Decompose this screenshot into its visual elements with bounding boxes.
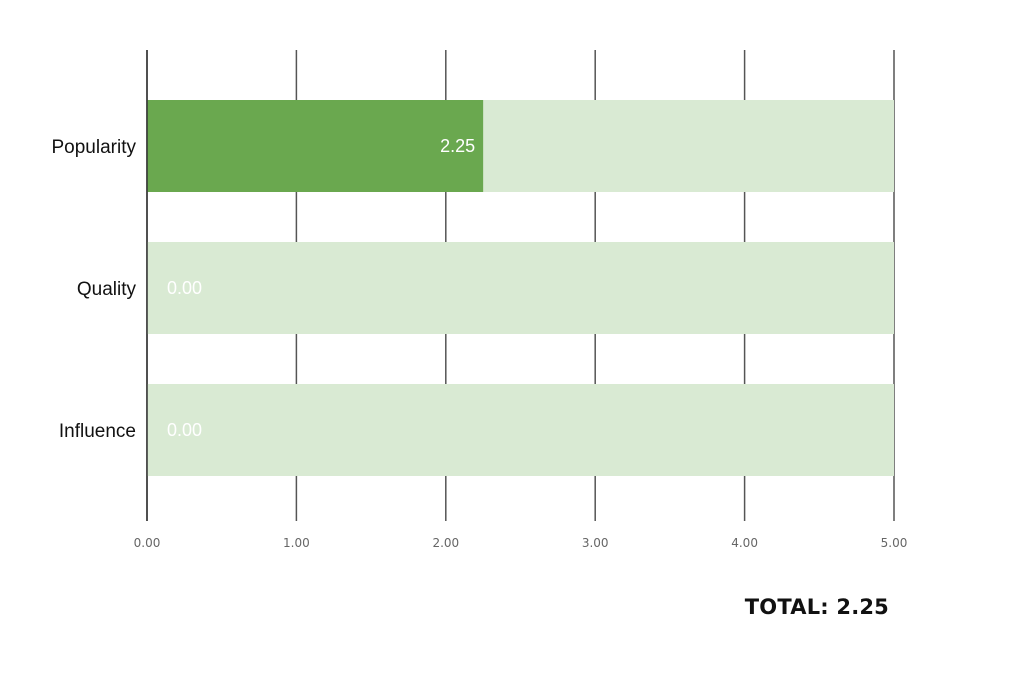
labels: 0.00 1.00 2.00 3.00 4.00 5.00 Popularity 2.25 Qu… [52,50,908,550]
bars [147,100,894,476]
bar-track [147,384,894,476]
bar-value-label: 0.00 [167,278,202,298]
x-tick-label: 5.00 [881,536,908,550]
bar-track [147,242,894,334]
category-label: Influence [59,421,136,442]
bar-value-label: 0.00 [167,420,202,440]
x-tick-label: 0.00 [134,536,161,550]
x-tick-label: 4.00 [731,536,758,550]
x-tick-label: 1.00 [283,536,310,550]
category-label: Quality [77,279,137,300]
x-tick-label: 3.00 [582,536,609,550]
total-score: TOTAL: 2.25 [744,595,889,619]
category-label: Popularity [52,137,137,158]
x-tick-label: 2.00 [432,536,459,550]
bar-value-label: 2.25 [440,136,475,156]
bar-value [147,100,484,192]
